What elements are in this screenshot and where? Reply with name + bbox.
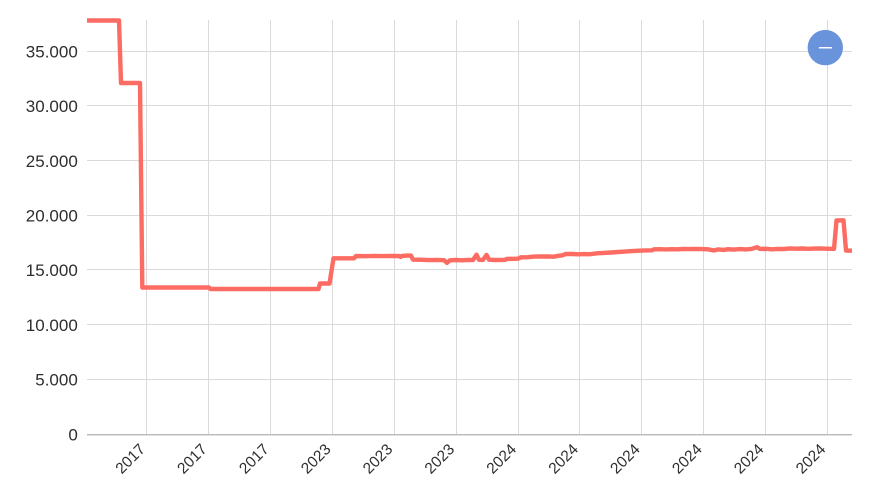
svg-text:10.000: 10.000 xyxy=(26,316,78,335)
svg-text:0: 0 xyxy=(68,425,77,444)
svg-text:20.000: 20.000 xyxy=(26,207,78,226)
svg-text:35.000: 35.000 xyxy=(26,42,78,61)
svg-text:5.000: 5.000 xyxy=(35,371,78,390)
svg-text:15.000: 15.000 xyxy=(26,261,78,280)
svg-text:30.000: 30.000 xyxy=(26,97,78,116)
svg-text:25.000: 25.000 xyxy=(26,152,78,171)
